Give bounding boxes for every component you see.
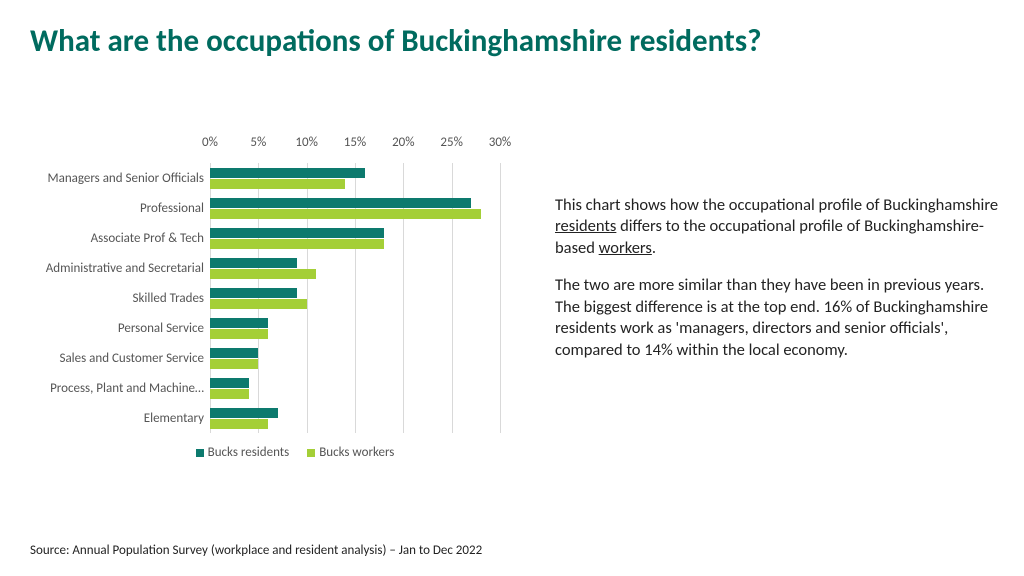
category-label: Skilled Trades (24, 291, 204, 306)
chart-row: Managers and Senior Officials (210, 163, 500, 193)
bar (210, 389, 249, 399)
chart-row: Professional (210, 193, 500, 223)
legend-label: Bucks workers (319, 445, 394, 460)
bar (210, 318, 268, 328)
category-label: Personal Service (24, 321, 204, 336)
chart-plot: Managers and Senior OfficialsProfessiona… (210, 163, 500, 433)
axis-tick: 10% (295, 135, 317, 150)
legend-swatch (196, 449, 204, 457)
chart-legend: Bucks residents Bucks workers (150, 445, 440, 460)
chart-row: Process, Plant and Machine… (210, 373, 500, 403)
axis-tick: 20% (392, 135, 414, 150)
bar (210, 408, 278, 418)
bar (210, 299, 307, 309)
chart-row: Administrative and Secretarial (210, 253, 500, 283)
gridline (500, 163, 501, 433)
bar (210, 348, 258, 358)
category-label: Process, Plant and Machine… (24, 381, 204, 396)
chart-row: Sales and Customer Service (210, 343, 500, 373)
desc-p1-u2: workers (599, 238, 652, 258)
category-label: Elementary (24, 411, 204, 426)
bar (210, 378, 249, 388)
axis-tick: 15% (344, 135, 366, 150)
bar (210, 239, 384, 249)
source-attribution: Source: Annual Population Survey (workpl… (30, 543, 482, 558)
legend-label: Bucks residents (208, 445, 290, 460)
legend-item: Bucks workers (307, 445, 394, 460)
bar (210, 329, 268, 339)
bar (210, 359, 258, 369)
bar (210, 288, 297, 298)
bar (210, 179, 345, 189)
desc-p1-a: This chart shows how the occupational pr… (555, 195, 998, 215)
axis-tick: 5% (250, 135, 266, 150)
bar (210, 269, 316, 279)
category-label: Associate Prof & Tech (24, 231, 204, 246)
bar (210, 419, 268, 429)
axis-tick: 30% (489, 135, 511, 150)
page-title: What are the occupations of Buckinghamsh… (30, 22, 761, 60)
chart-row: Associate Prof & Tech (210, 223, 500, 253)
category-label: Professional (24, 201, 204, 216)
category-label: Managers and Senior Officials (24, 171, 204, 186)
description-text: This chart shows how the occupational pr… (555, 195, 1005, 377)
bar (210, 209, 481, 219)
category-label: Administrative and Secretarial (24, 261, 204, 276)
desc-p1-c: . (652, 238, 656, 258)
chart-row: Skilled Trades (210, 283, 500, 313)
chart-row: Personal Service (210, 313, 500, 343)
legend-item: Bucks residents (196, 445, 290, 460)
category-label: Sales and Customer Service (24, 351, 204, 366)
occupations-chart: 0% 5% 10% 15% 20% 25% 30% Managers and Senior … (30, 135, 520, 460)
bar (210, 258, 297, 268)
desc-p1-u1: residents (555, 216, 616, 236)
bar (210, 228, 384, 238)
desc-p2: The two are more similar than they have … (555, 275, 1005, 361)
chart-x-axis: 0%5%10%15%20%25%30% (210, 135, 500, 155)
chart-row: Elementary (210, 403, 500, 433)
bar (210, 168, 365, 178)
axis-tick: 25% (440, 135, 462, 150)
legend-swatch (307, 449, 315, 457)
bar (210, 198, 471, 208)
axis-tick: 0% (202, 135, 218, 150)
